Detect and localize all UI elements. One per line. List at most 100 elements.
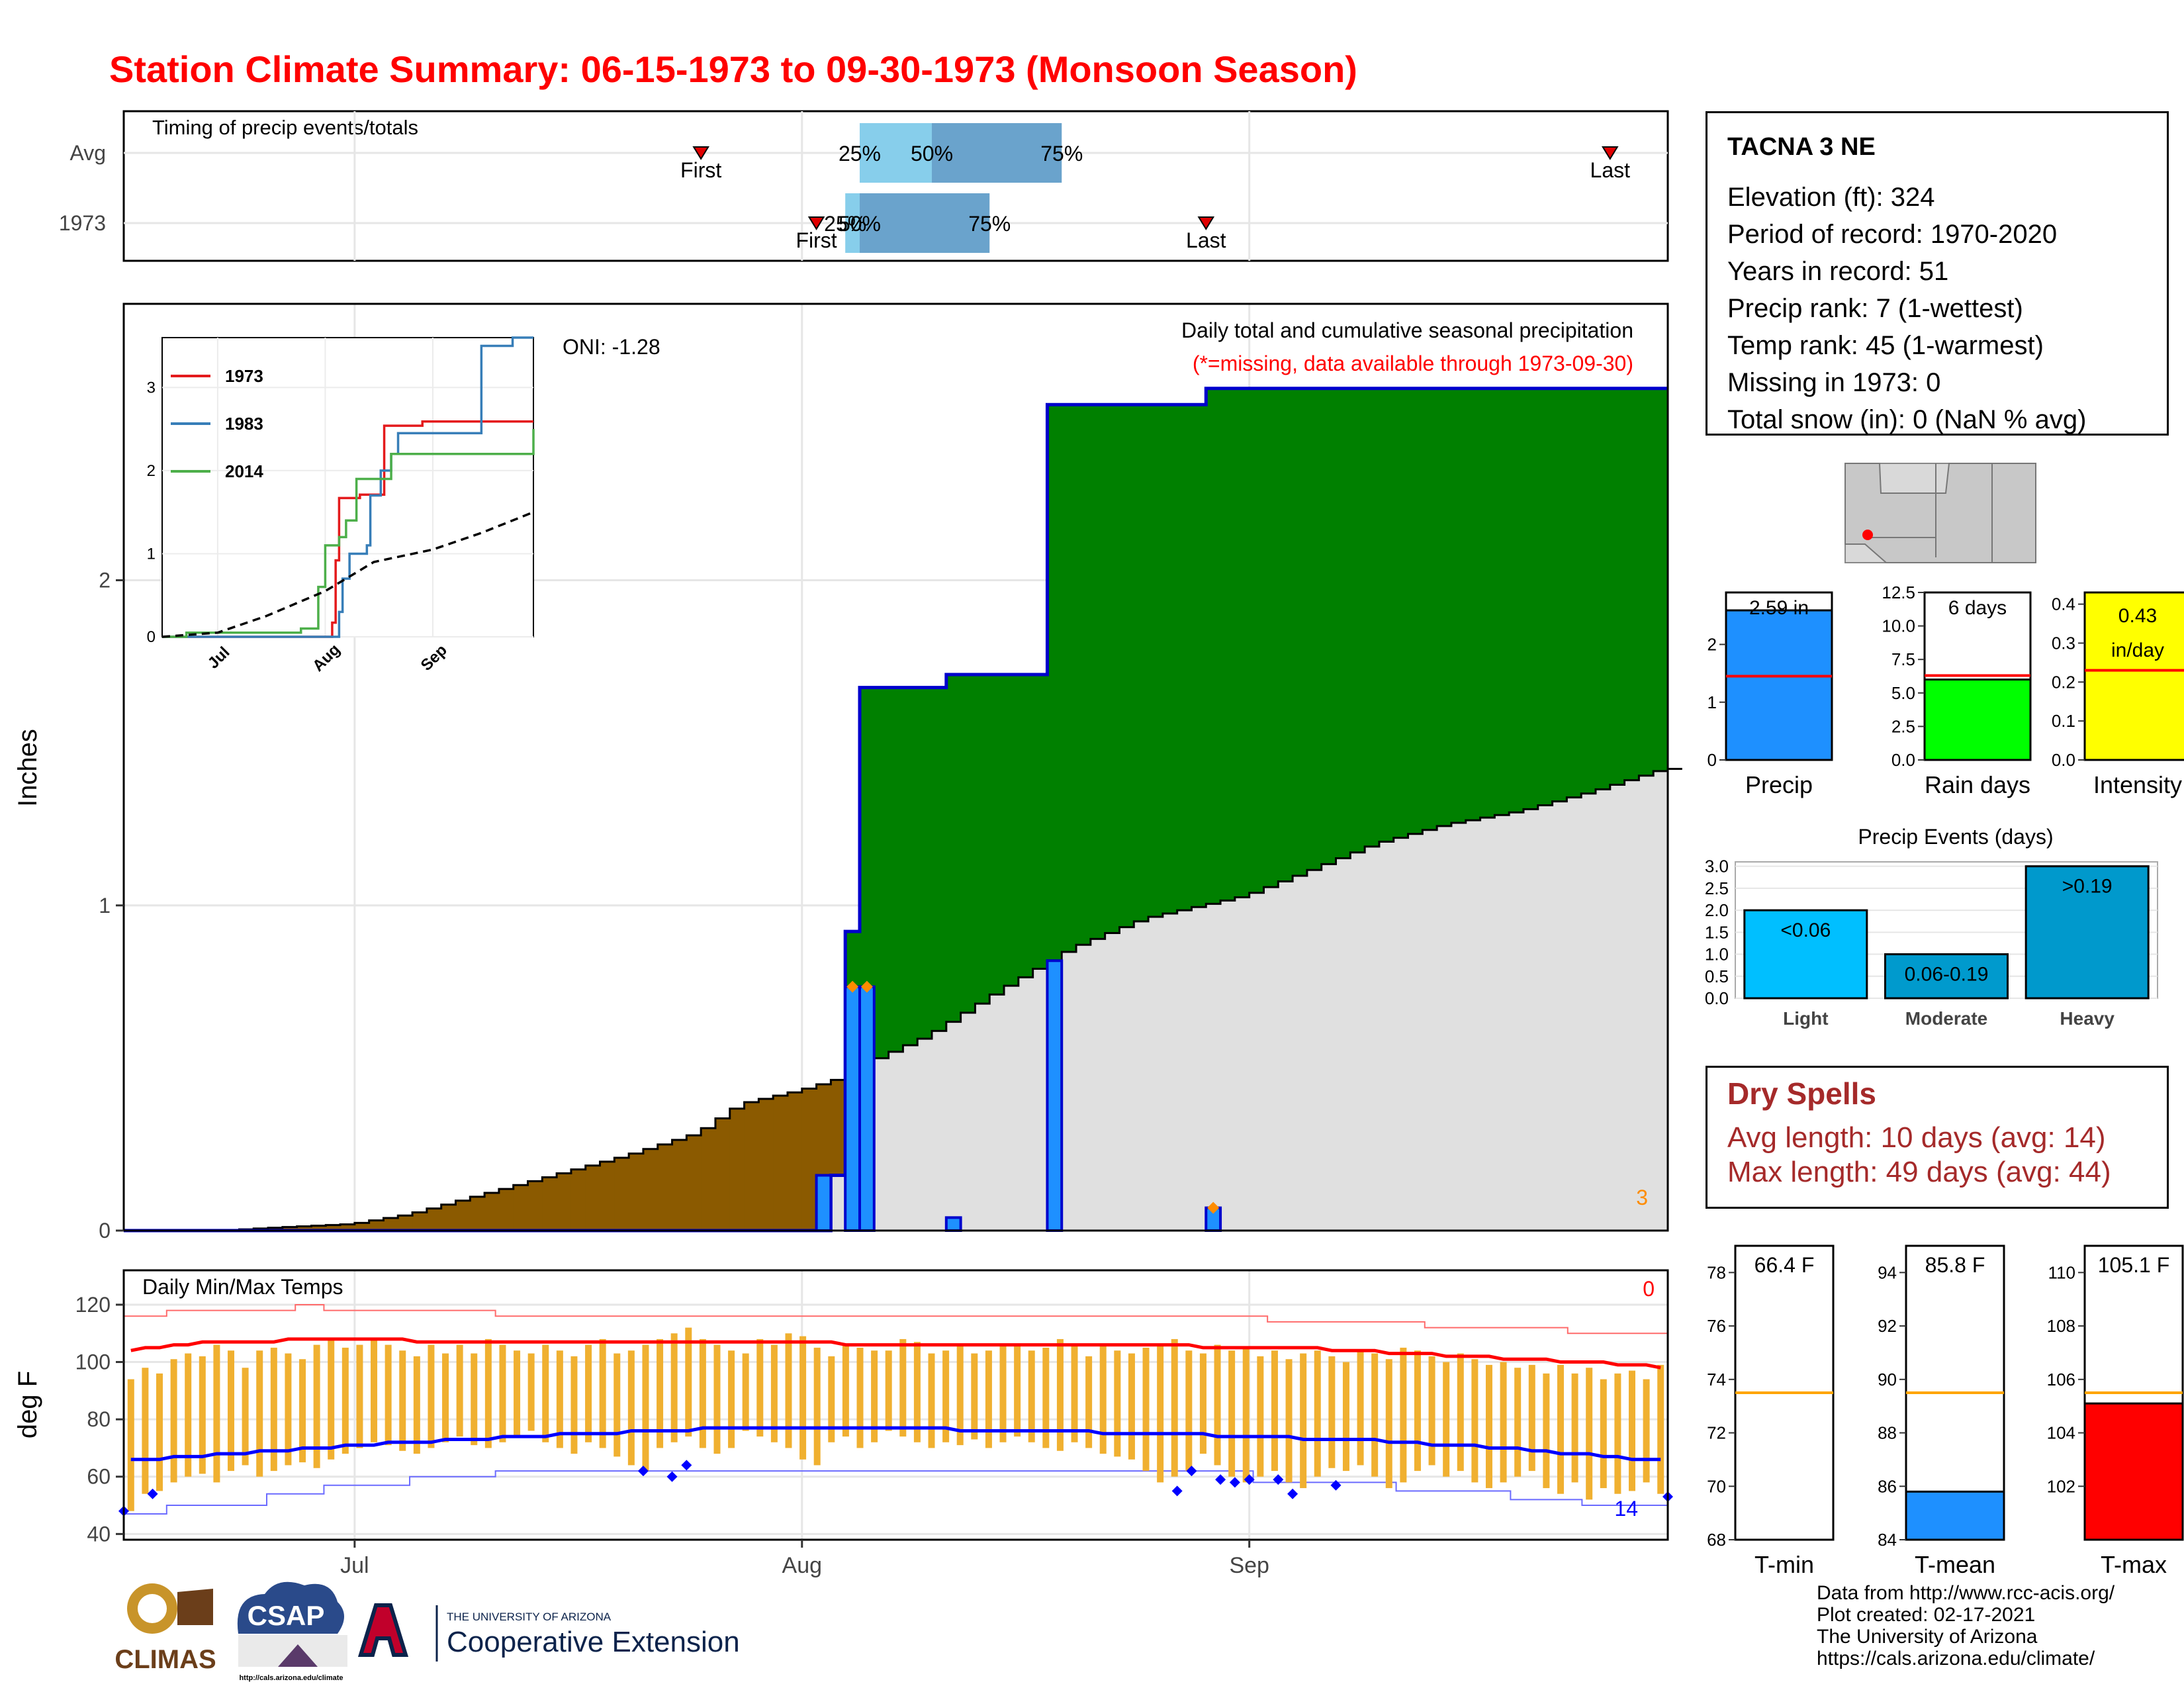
timing-panel: Timing of precip events/totals Avg 1973 … xyxy=(59,110,1669,262)
station-years: Years in record: 51 xyxy=(1727,257,1949,286)
daily-temp-bar xyxy=(556,1350,563,1448)
precip-avg-fill xyxy=(1393,837,1409,1231)
precip-avg-fill xyxy=(1408,833,1423,1231)
precip-below-avg-fill xyxy=(643,1149,659,1231)
precip-avg-fill xyxy=(1162,914,1178,1231)
mini-tick-label-intensity: 0.1 xyxy=(2052,711,2075,731)
events-bar-heavy xyxy=(2025,865,2150,1000)
temp-grid xyxy=(124,1270,1668,1540)
tempbar-t-max xyxy=(2083,1402,2184,1541)
timing-p50-label: 50% xyxy=(911,142,953,165)
precip-avg-fill xyxy=(1249,892,1265,1231)
daily-temp-bar xyxy=(1600,1379,1607,1489)
precip-below-avg-fill xyxy=(701,1128,716,1231)
credit-plot-date: Plot created: 02-17-2021 xyxy=(1817,1604,2036,1626)
precip-avg-fill xyxy=(1206,904,1221,1231)
precip-avg-fill xyxy=(888,1051,904,1231)
tempbar-t-mean xyxy=(1905,1490,2005,1541)
precip-above-avg-fill xyxy=(1350,388,1365,853)
daily-temp-bar xyxy=(756,1338,764,1437)
precip-above-avg-fill xyxy=(1321,388,1337,865)
tempbar-tick-label-t-max: 110 xyxy=(2048,1262,2075,1282)
daily-temp-bar xyxy=(499,1344,506,1442)
station-snow: Total snow (in): 0 (NaN % avg) xyxy=(1727,405,2087,434)
precip-above-avg-fill xyxy=(1653,388,1668,771)
daily-temp-bar xyxy=(1042,1347,1050,1448)
inset-line-1983 xyxy=(162,336,533,638)
precip-below-avg-fill xyxy=(455,1200,471,1231)
daily-temp-bar xyxy=(527,1353,535,1431)
precip-below-avg-fill xyxy=(614,1157,629,1231)
precip-above-avg-fill xyxy=(1494,388,1510,816)
daily-temp-bar xyxy=(1342,1362,1349,1472)
precip-below-avg-fill xyxy=(369,1220,385,1231)
mini-label-intensity: Intensity xyxy=(2093,771,2182,798)
mini-label-rain-days: Rain days xyxy=(1925,771,2030,798)
daily-temp-bar xyxy=(185,1353,192,1477)
precip-avg-fill xyxy=(1148,916,1163,1231)
daily-temp-bar xyxy=(670,1333,678,1442)
precip-below-avg-fill xyxy=(354,1223,370,1231)
tempbar-label-t-min: T-min xyxy=(1754,1551,1814,1578)
csap-wordmark: CSAP xyxy=(248,1600,325,1631)
precip-avg-fill xyxy=(1581,793,1596,1231)
precip-y-tick-label: 0 xyxy=(99,1219,111,1243)
precip-avg-fill xyxy=(1090,939,1106,1231)
cold-record-marker xyxy=(666,1471,678,1482)
daily-temp-bar xyxy=(1028,1350,1035,1442)
tempbar-tick-label-t-min: 76 xyxy=(1707,1316,1726,1336)
daily-temp-bar xyxy=(1443,1362,1450,1477)
daily-temp-bar xyxy=(871,1350,878,1442)
daily-temp-bar xyxy=(1385,1359,1392,1489)
daily-precip-bar xyxy=(858,985,876,1233)
precip-below-avg-fill xyxy=(398,1215,413,1231)
events-title: Precip Events (days) xyxy=(1858,825,2053,849)
mini-value-intensity: 0.43 xyxy=(2118,605,2157,627)
timing-box-lower xyxy=(859,123,933,183)
daily-precip-bar xyxy=(815,1174,833,1232)
precip-below-avg-fill xyxy=(542,1177,557,1231)
daily-temp-bar xyxy=(985,1350,992,1448)
cold-record-marker xyxy=(1287,1488,1298,1499)
station-period: Period of record: 1970-2020 xyxy=(1727,220,2058,249)
precip-avg-fill xyxy=(1032,968,1048,1231)
daily-temp-bar xyxy=(1557,1364,1564,1494)
missing-marker xyxy=(1207,1201,1220,1214)
cold-record-marker xyxy=(1244,1474,1255,1485)
daily-temp-bar xyxy=(1171,1338,1178,1477)
precip-above-avg-fill xyxy=(1090,404,1106,939)
missing-marker xyxy=(860,980,873,993)
mini-bar-intensity xyxy=(2083,591,2184,761)
dry-spells-heading: Dry Spells xyxy=(1727,1076,1876,1111)
daily-temp-bar xyxy=(1357,1350,1364,1466)
precip-above-avg-fill xyxy=(975,675,990,1004)
daily-temp-bar xyxy=(828,1356,835,1442)
daily-temp-bar xyxy=(1314,1350,1321,1477)
temp-y-axis-label: deg F xyxy=(13,1371,42,1438)
precip-heading: Daily total and cumulative seasonal prec… xyxy=(1181,318,1633,342)
daily-temp-bar xyxy=(1114,1350,1121,1457)
precip-below-avg-fill xyxy=(412,1212,428,1231)
x-tick-label: Jul xyxy=(340,1553,369,1578)
precip-avg-fill xyxy=(1321,864,1337,1231)
precip-below-avg-fill xyxy=(629,1153,644,1231)
daily-temp-bar xyxy=(1056,1338,1064,1451)
daily-temp-bar xyxy=(1628,1370,1635,1491)
timing-p75-label: 75% xyxy=(1040,142,1083,165)
precip-above-avg-fill xyxy=(1076,404,1091,945)
credit-url: https://cals.arizona.edu/climate/ xyxy=(1817,1648,2095,1669)
daily-temp-bar xyxy=(1257,1356,1264,1477)
x-tick-label: Sep xyxy=(1229,1553,1269,1578)
daily-temp-bar xyxy=(385,1344,392,1446)
precip-above-avg-fill xyxy=(1610,388,1625,785)
daily-temp-bar xyxy=(1514,1368,1522,1477)
precip-above-avg-fill xyxy=(1278,388,1293,882)
events-tick-label: 3.0 xyxy=(1705,857,1729,876)
precip-above-avg-fill xyxy=(1177,404,1193,911)
tempbar-tick-label-t-max: 104 xyxy=(2047,1423,2075,1443)
precip-above-avg-fill xyxy=(1624,388,1639,780)
mini-tick-label-intensity: 0.0 xyxy=(2052,750,2075,770)
daily-temp-bar xyxy=(885,1350,892,1431)
daily-temp-bar xyxy=(713,1344,721,1454)
